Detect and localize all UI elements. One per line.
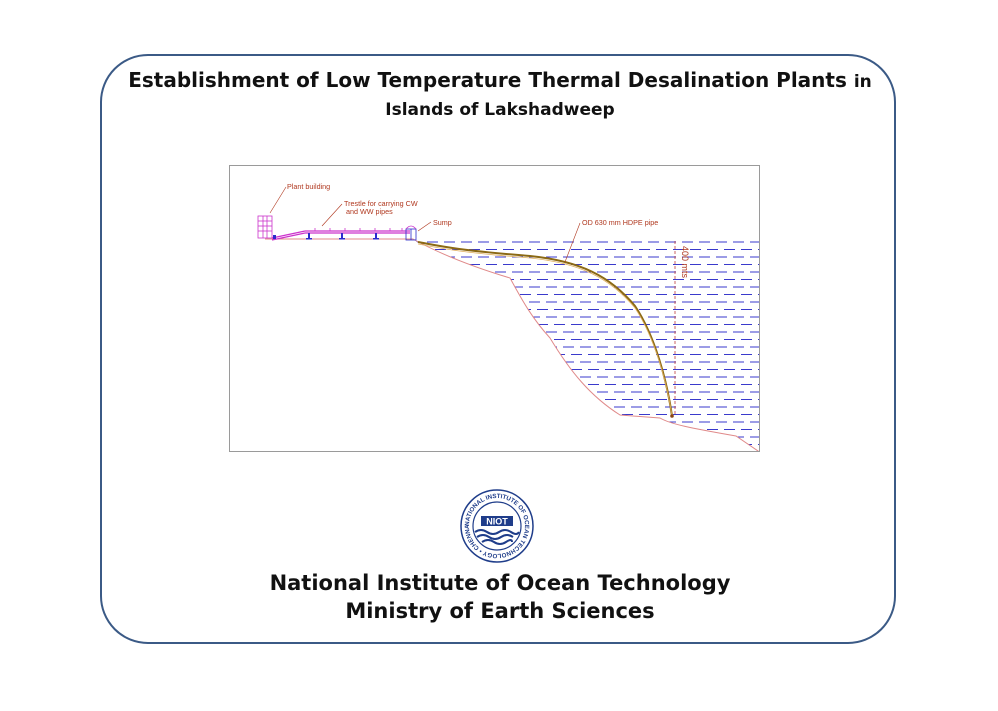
trestle-supports (273, 233, 379, 240)
hdpe-pipe (417, 241, 673, 417)
pipe-label: OD 630 mm HDPE pipe (582, 218, 658, 227)
trestle (271, 230, 410, 241)
sump-label: Sump (433, 218, 452, 227)
slide-frame (100, 54, 896, 644)
water-body (413, 241, 759, 445)
intake-diagram: 400 mts (229, 165, 760, 452)
title-suffix: in (853, 72, 872, 92)
plant-building (257, 215, 273, 239)
depth-label: 400 mts (680, 246, 690, 279)
seabed-profile (265, 238, 759, 451)
title-main: Establishment of Low Temperature Thermal… (128, 68, 847, 92)
organization-name: National Institute of Ocean Technology (269, 571, 731, 595)
ministry-name: Ministry of Earth Sciences (345, 599, 655, 623)
logo-center-text: NIOT (486, 517, 508, 527)
plant-building-label: Plant building (287, 182, 330, 191)
slide-subtitle: Islands of Lakshadweep (385, 100, 615, 120)
niot-logo: NATIONAL INSTITUTE OF OCEAN TECHNOLOGY •… (458, 483, 535, 564)
trestle-label-line1: Trestle for carrying CW (344, 199, 418, 208)
trestle-label-line2: and WW pipes (346, 207, 393, 216)
slide-title: Establishment of Low Temperature Thermal… (100, 68, 900, 92)
sump (405, 225, 417, 241)
